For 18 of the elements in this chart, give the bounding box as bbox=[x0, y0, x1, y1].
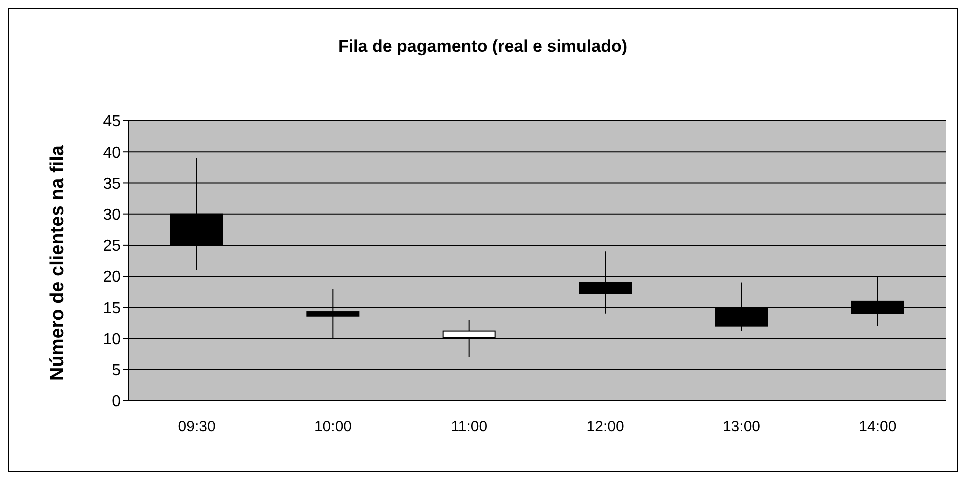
y-tick-label: 45 bbox=[103, 114, 122, 131]
chart-title: Fila de pagamento (real e simulado) bbox=[337, 37, 629, 57]
y-tick-label: 35 bbox=[103, 176, 122, 193]
x-tick-label: 12:00 bbox=[586, 418, 624, 436]
y-tick-label: 10 bbox=[103, 331, 122, 348]
y-tick-label: 5 bbox=[112, 362, 122, 380]
x-tick-label: 14:00 bbox=[859, 418, 897, 436]
y-tick-label: 20 bbox=[103, 269, 122, 286]
x-tick-label: 09:30 bbox=[178, 418, 216, 436]
x-tick-label: 10:00 bbox=[314, 418, 352, 436]
y-tick-label: 40 bbox=[103, 144, 122, 162]
y-tick-label: 25 bbox=[103, 238, 122, 256]
x-tick-label: 13:00 bbox=[722, 418, 761, 436]
x-tick-label: 11:00 bbox=[451, 418, 488, 436]
y-tick-label: 30 bbox=[103, 207, 122, 224]
y-tick-label: 0 bbox=[112, 394, 122, 411]
y-tick-label: 15 bbox=[103, 300, 122, 318]
y-axis-title: Número de clientes na fila bbox=[48, 145, 69, 381]
